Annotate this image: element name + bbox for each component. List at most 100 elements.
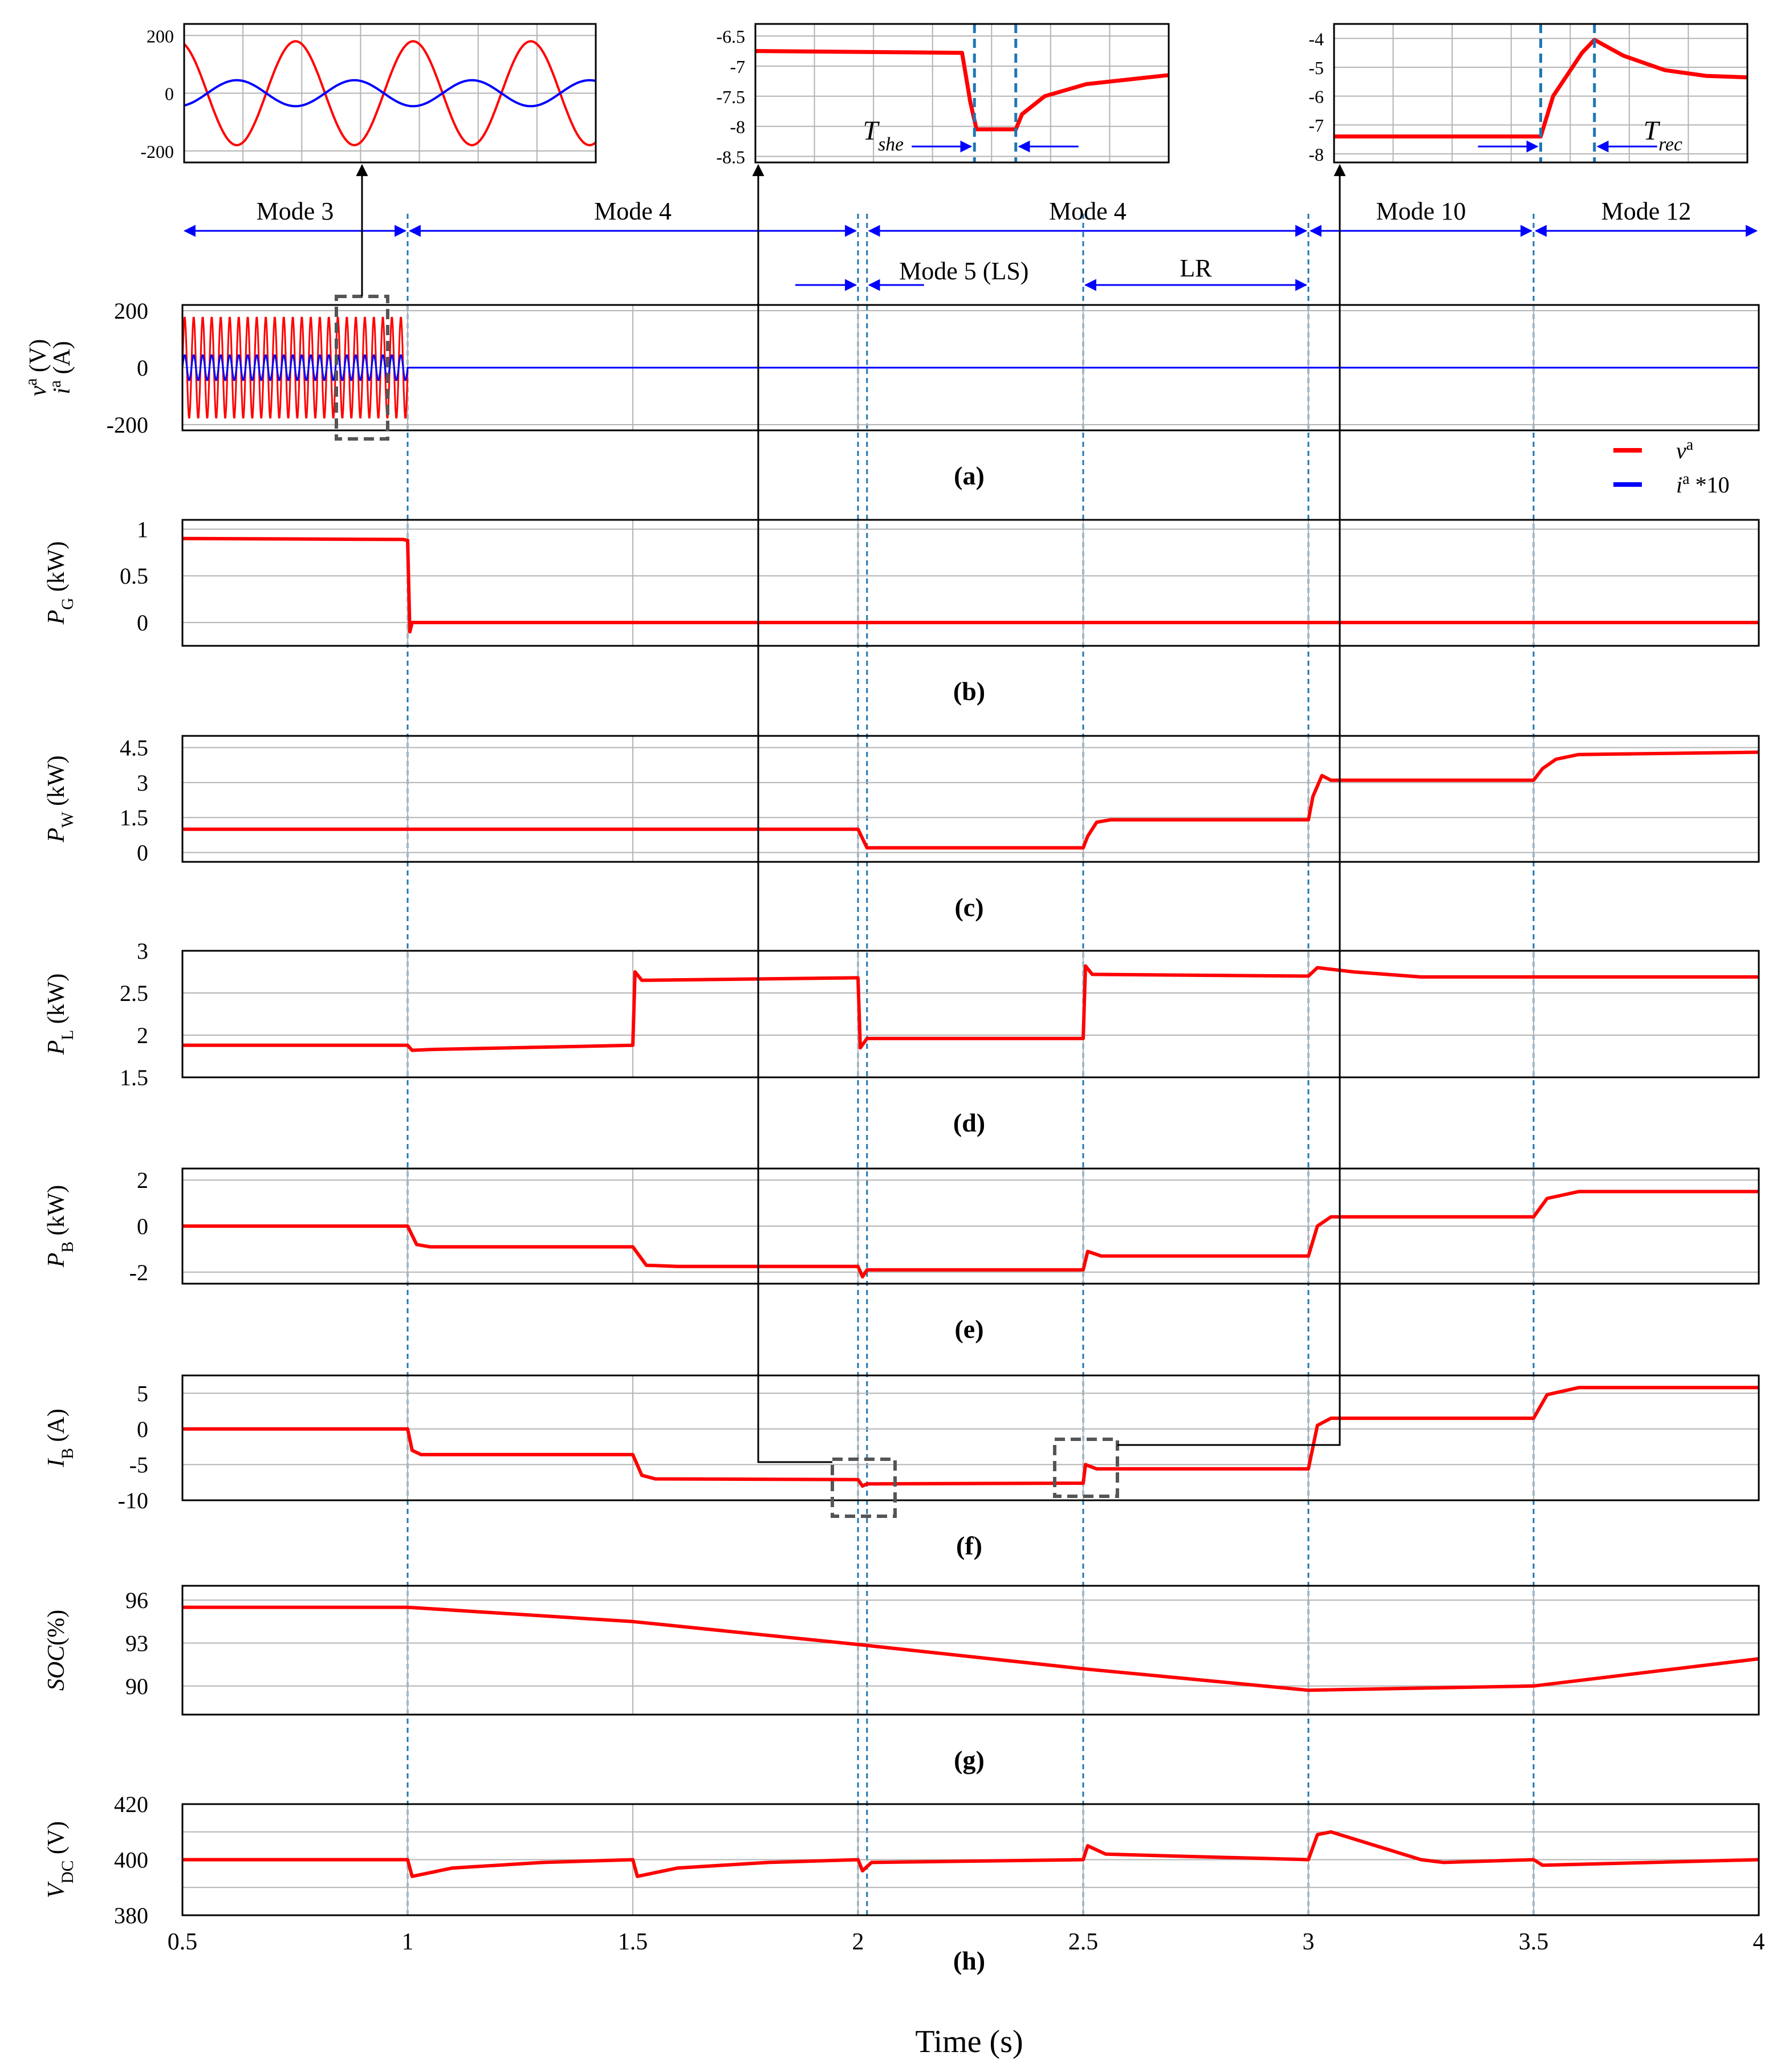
ytick-e-1: 0	[137, 1214, 148, 1239]
ylabel-b: PG (kW)	[43, 541, 77, 625]
inset-2-ytick-2: -7.5	[716, 87, 745, 107]
inset-2-ytick-4: -8.5	[716, 146, 745, 167]
caption-f: (f)	[956, 1531, 982, 1560]
inset-3-ytick-0: -4	[1308, 29, 1324, 49]
inset-1: 200 0 -200	[140, 23, 597, 164]
zoom-box-f-1	[831, 1458, 897, 1518]
caption-d: (d)	[953, 1108, 985, 1137]
ytick-g-1: 93	[125, 1630, 148, 1656]
inset-3-ytick-3: -7	[1308, 115, 1324, 136]
inset-1-ytick-1: 0	[165, 84, 174, 104]
ytick-g-2: 90	[125, 1674, 148, 1699]
xtick-4: 2.5	[1068, 1929, 1099, 1955]
inset-1-frame	[183, 23, 597, 164]
inset-1-series-0	[183, 40, 597, 146]
ytick-b-2: 0	[137, 610, 148, 636]
ylabel-f: IB (A)	[43, 1409, 77, 1467]
zoom-box-f-2	[1053, 1438, 1119, 1498]
inset-2-ytick-1: -7	[730, 56, 745, 77]
mode-label-1: Mode 4	[594, 197, 672, 225]
inset-2-ytick-0: -6.5	[716, 26, 745, 47]
ytick-h-2: 380	[114, 1903, 148, 1928]
xtick-2: 1.5	[618, 1929, 648, 1955]
ytick-c-0: 4.5	[120, 735, 148, 760]
inset-2-ytick-3: -8	[730, 117, 745, 137]
ylabel-h: VDC (V)	[43, 1821, 77, 1898]
ylabel-g: SOC(%)	[43, 1610, 70, 1691]
caption-g: (g)	[954, 1745, 985, 1774]
legend-label-0: va	[1676, 436, 1694, 464]
panel-g: 96 93 90 SOC(%) (g)	[43, 1585, 1760, 1774]
inset-1-ytick-0: 200	[147, 26, 174, 46]
panel-frame-b	[181, 519, 1760, 647]
inset-1-ytick-2: -200	[140, 141, 174, 162]
ytick-e-2: -2	[129, 1260, 148, 1285]
panel-b: 1 0.5 0 PG (kW) (b)	[43, 516, 1760, 706]
insets: 200 0 -200 -6.5 -7 -7.5 -8 -8.5 Tshe -4 -5 -6 -7 -8 Tr…	[140, 23, 1749, 167]
sub-label-1: LR	[1180, 254, 1212, 282]
caption-b: (b)	[953, 677, 985, 706]
ytick-f-1: 0	[137, 1416, 148, 1442]
ytick-f-2: -5	[129, 1452, 148, 1477]
inset-2-frame	[754, 23, 1170, 164]
panel-frame-h	[181, 1803, 1760, 1916]
ytick-c-3: 0	[137, 840, 148, 866]
mode-label-3: Mode 10	[1376, 197, 1466, 225]
panel-h: 420 400 380 VDC (V) (h)	[43, 1792, 1760, 1975]
ylabel-a: va (V)	[22, 339, 51, 397]
ylabel2-a: ia (A)	[46, 341, 75, 394]
ytick-f-0: 5	[137, 1381, 148, 1406]
mode-label-4: Mode 12	[1601, 197, 1692, 225]
connector-inset-3	[1117, 164, 1346, 1446]
inset-2: -6.5 -7 -7.5 -8 -8.5 Tshe	[716, 23, 1170, 167]
panel-c: 4.5 3 1.5 0 PW (kW) (c)	[43, 735, 1760, 922]
panel-e: 2 0 -2 PB (kW) (e)	[43, 1167, 1760, 1344]
panel-frame-a	[181, 304, 1760, 432]
sub-label-0: Mode 5 (LS)	[899, 257, 1028, 285]
series-P_L	[182, 964, 1759, 1052]
connector-inset-2	[752, 164, 832, 1463]
inset-3-ytick-2: -6	[1308, 87, 1324, 107]
series-P_B	[182, 1190, 1759, 1279]
mode-label-2: Mode 4	[1049, 197, 1127, 225]
inset-3: -4 -5 -6 -7 -8 Trec	[1308, 23, 1749, 165]
ytick-d-1: 2.5	[120, 980, 148, 1006]
xtick-3: 2	[852, 1929, 864, 1955]
panel-frame-c	[181, 735, 1760, 863]
panel-frame-f	[181, 1374, 1760, 1501]
ytick-a-1: 0	[137, 355, 148, 381]
inset-connectors	[356, 164, 1346, 1463]
legend-label-1: ia *10	[1676, 470, 1730, 498]
caption-h: (h)	[953, 1946, 985, 1975]
ytick-a-2: -200	[107, 412, 148, 438]
ytick-h-0: 420	[114, 1792, 148, 1817]
ytick-h-1: 400	[114, 1847, 148, 1873]
series-P_G	[182, 536, 1759, 634]
ytick-d-0: 3	[137, 938, 148, 964]
series-SOC	[182, 1605, 1759, 1692]
caption-c: (c)	[954, 893, 983, 922]
inset-1-series-1	[184, 79, 596, 108]
ytick-c-2: 1.5	[120, 805, 148, 831]
series-I_B	[182, 1386, 1759, 1488]
inset-3-frame	[1333, 23, 1749, 164]
series-v_a	[181, 316, 1759, 419]
ytick-c-1: 3	[137, 770, 148, 796]
ytick-b-1: 0.5	[120, 563, 148, 589]
ylabel-d: PL (kW)	[43, 974, 77, 1056]
mode-annotations: Mode 3 Mode 4 Mode 4 Mode 10 Mode 12 Mode 5 (…	[183, 197, 1758, 291]
inset-3-ytick-1: -5	[1308, 58, 1324, 78]
ytick-d-2: 2	[137, 1023, 148, 1048]
caption-e: (e)	[954, 1314, 983, 1344]
panel-frame-g	[181, 1585, 1760, 1716]
ytick-d-3: 1.5	[120, 1065, 148, 1090]
xtick-0: 0.5	[168, 1929, 198, 1955]
ytick-a-0: 200	[114, 298, 148, 324]
mode-label-0: Mode 3	[257, 197, 334, 225]
series-i_a*10	[181, 354, 1759, 381]
ytick-e-0: 2	[137, 1167, 148, 1193]
caption-a: (a)	[954, 461, 985, 490]
xtick-5: 3	[1303, 1929, 1315, 1955]
